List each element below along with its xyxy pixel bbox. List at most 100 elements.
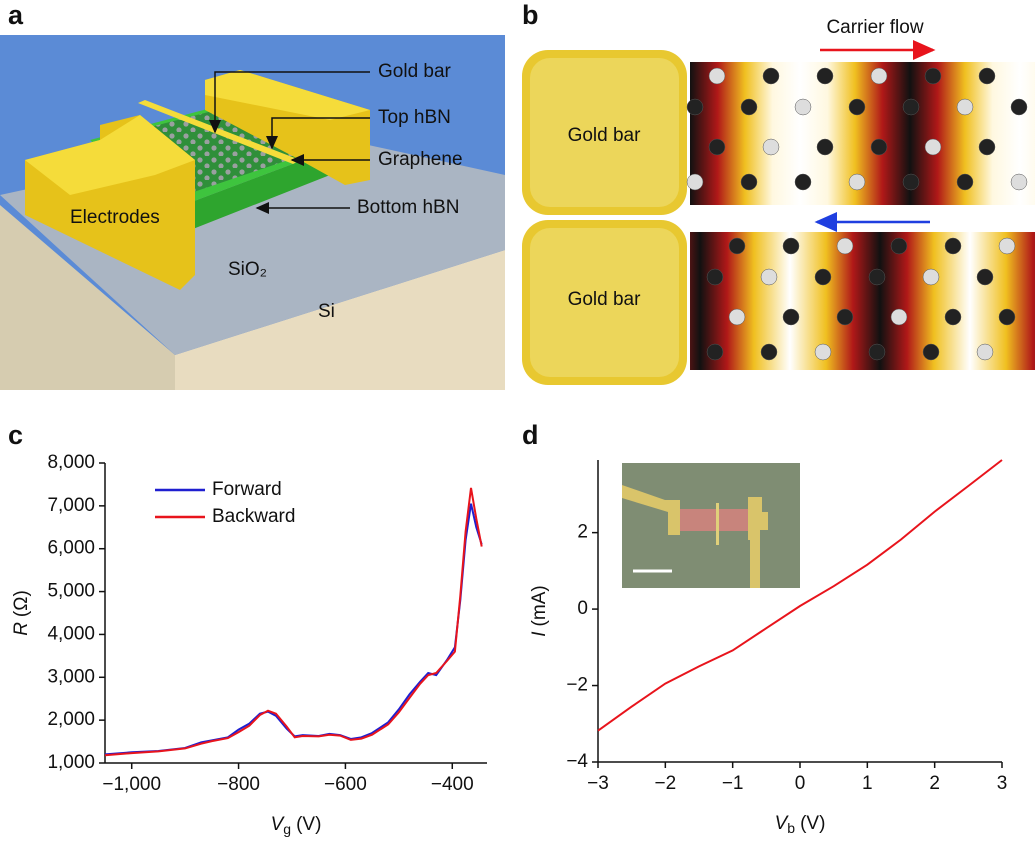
- atom: [794, 98, 812, 116]
- atom: [868, 343, 886, 361]
- atom: [686, 98, 704, 116]
- y-label-unit: (Ω): [11, 590, 32, 617]
- atom: [794, 173, 812, 191]
- label-sio2: SiO₂: [228, 259, 267, 280]
- x-label-sub: b: [787, 820, 795, 836]
- y-tick-label: 2,000: [47, 709, 95, 730]
- y-tick-label: 7,000: [47, 495, 95, 516]
- y-tick-label: 0: [577, 598, 588, 619]
- atom: [706, 268, 724, 286]
- atom: [740, 173, 758, 191]
- y-axis-label: R (Ω): [11, 590, 32, 636]
- y-tick-label: 5,000: [47, 581, 95, 602]
- atom: [976, 268, 994, 286]
- atom: [816, 67, 834, 85]
- atom: [836, 237, 854, 255]
- atom: [998, 308, 1016, 326]
- atom: [978, 67, 996, 85]
- data-line: [597, 459, 1003, 732]
- atom: [944, 308, 962, 326]
- atom: [924, 138, 942, 156]
- x-tick-label: −2: [654, 773, 676, 794]
- atom: [782, 237, 800, 255]
- y-tick-label: 8,000: [47, 452, 95, 473]
- panel-label: a: [8, 0, 24, 30]
- y-tick-label: 4,000: [47, 623, 95, 644]
- label-carrier-flow: Carrier flow: [826, 17, 923, 38]
- x-tick-label: 3: [997, 773, 1008, 794]
- atom: [762, 67, 780, 85]
- panel-label: b: [522, 0, 539, 30]
- panel-label: c: [8, 420, 23, 450]
- y-tick-label: 1,000: [47, 752, 95, 773]
- atom: [1010, 173, 1028, 191]
- x-label-sub: g: [283, 821, 291, 837]
- atom: [708, 138, 726, 156]
- y-label-var: I: [529, 631, 550, 637]
- atom: [816, 138, 834, 156]
- label-electrodes: Electrodes: [70, 207, 160, 228]
- atom: [686, 173, 704, 191]
- atom: [728, 308, 746, 326]
- panel-label: d: [522, 420, 539, 450]
- x-tick-label: 0: [795, 773, 806, 794]
- label-gold-bar: Gold bar: [568, 289, 642, 310]
- x-tick-label: −800: [217, 774, 260, 795]
- label-gold-bar: Gold bar: [378, 61, 452, 82]
- y-tick-label: 2: [577, 522, 588, 543]
- x-tick-label: −400: [431, 774, 474, 795]
- label-top-hbn: Top hBN: [378, 107, 451, 128]
- atom: [814, 343, 832, 361]
- carrier-illustration: [522, 40, 1035, 385]
- atom: [870, 138, 888, 156]
- atom: [728, 237, 746, 255]
- atom: [708, 67, 726, 85]
- atom: [956, 173, 974, 191]
- atom: [762, 138, 780, 156]
- atom: [868, 268, 886, 286]
- device-illustration: [0, 35, 505, 390]
- x-label-var: V: [271, 814, 286, 835]
- data-line: [104, 487, 483, 757]
- device-photo-inset: [622, 463, 800, 588]
- label-graphene: Graphene: [378, 149, 463, 170]
- atom: [760, 268, 778, 286]
- atom: [782, 308, 800, 326]
- atom: [922, 343, 940, 361]
- label-bottom-hbn: Bottom hBN: [357, 197, 459, 218]
- atom: [1010, 98, 1028, 116]
- y-tick-label: 6,000: [47, 538, 95, 559]
- atom: [998, 237, 1016, 255]
- atom: [890, 308, 908, 326]
- atom: [890, 237, 908, 255]
- atom: [902, 98, 920, 116]
- atom: [836, 308, 854, 326]
- x-tick-label: 2: [929, 773, 940, 794]
- atom: [740, 98, 758, 116]
- atom: [814, 268, 832, 286]
- x-tick-label: −1,000: [102, 774, 161, 795]
- x-label-unit: (V): [800, 813, 825, 834]
- x-axis-label: Vg (V): [271, 814, 322, 837]
- legend-label: Forward: [212, 479, 282, 500]
- atom: [760, 343, 778, 361]
- atom: [922, 268, 940, 286]
- atom: [976, 343, 994, 361]
- x-tick-label: −600: [324, 774, 367, 795]
- y-label-var: R: [11, 622, 32, 636]
- atom: [956, 98, 974, 116]
- atom: [848, 173, 866, 191]
- atom: [706, 343, 724, 361]
- data-line: [104, 503, 483, 756]
- atom: [924, 67, 942, 85]
- y-tick-label: −4: [566, 751, 588, 772]
- y-axis-label: I (mA): [529, 585, 550, 636]
- x-label-var: V: [775, 813, 790, 834]
- x-tick-label: −3: [587, 773, 609, 794]
- atom: [978, 138, 996, 156]
- atom: [870, 67, 888, 85]
- y-label-unit: (mA): [529, 585, 550, 626]
- y-tick-label: 3,000: [47, 666, 95, 687]
- atom: [944, 237, 962, 255]
- label-si: Si: [318, 301, 335, 322]
